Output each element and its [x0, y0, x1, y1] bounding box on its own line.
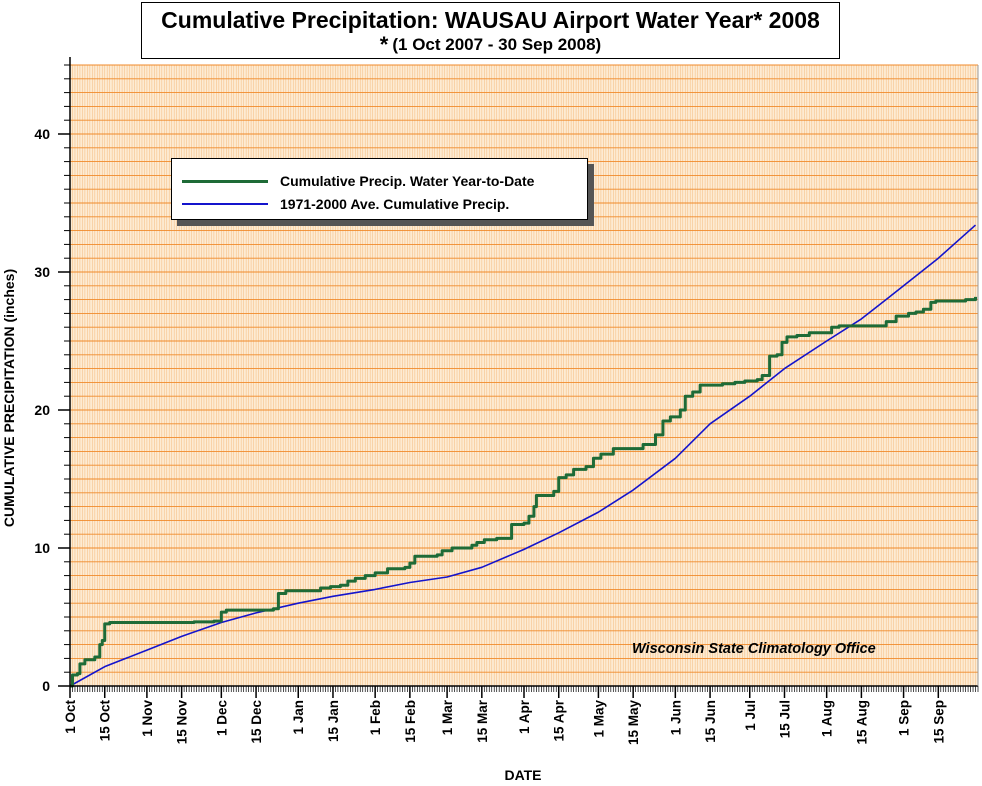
legend-item-normal: 1971-2000 Ave. Cumulative Precip. [182, 194, 509, 214]
x-tick-label: 15 Sep [931, 700, 946, 744]
legend-swatch-observed [182, 179, 268, 183]
y-tick-label: 40 [34, 126, 50, 142]
x-tick-label: 15 Jun [703, 700, 718, 743]
credit-text: Wisconsin State Climatology Office [632, 641, 876, 657]
x-tick-label: 15 Dec [249, 700, 264, 744]
observed-precip-line [70, 296, 978, 688]
y-axis-ticks: 0 10 20 30 40 [34, 126, 70, 694]
x-tick-label: 15 Nov [175, 700, 190, 745]
legend-label-observed: Cumulative Precip. Water Year-to-Date [280, 173, 535, 189]
y-tick-label: 30 [34, 264, 50, 280]
x-tick-label: 15 May [626, 700, 641, 746]
x-tick-label: 1 Apr [517, 699, 532, 734]
chart-title-box: Cumulative Precipitation: WAUSAU Airport… [141, 2, 840, 59]
x-tick-label: 15 Aug [854, 700, 869, 745]
x-tick-label: 1 Jun [668, 700, 683, 735]
legend: Cumulative Precip. Water Year-to-Date 19… [171, 158, 588, 220]
x-tick-label: 1 Dec [214, 700, 229, 737]
y-tick-label: 20 [34, 402, 50, 418]
legend-item-observed: Cumulative Precip. Water Year-to-Date [182, 171, 534, 191]
x-tick-label: 15 Feb [403, 700, 418, 743]
chart-title: Cumulative Precipitation: WAUSAU Airport… [161, 7, 820, 33]
x-tick-label: 15 Oct [98, 700, 113, 742]
y-tick-label: 10 [34, 540, 50, 556]
legend-label-normal: 1971-2000 Ave. Cumulative Precip. [280, 196, 510, 212]
x-tick-label: 15 Jan [326, 700, 341, 742]
x-tick-label: 1 Nov [140, 700, 155, 737]
x-tick-label: 1 Oct [63, 699, 78, 733]
legend-swatch-normal [182, 203, 268, 205]
x-tick-label: 1 Sep [897, 700, 912, 736]
x-tick-label: 1 Jan [291, 700, 306, 735]
x-tick-label: 1 Aug [820, 700, 835, 737]
x-tick-label: 15 Mar [475, 699, 490, 743]
x-tick-label: 1 May [591, 700, 606, 738]
data-series [69, 224, 978, 688]
chart-subtitle: * (1 Oct 2007 - 30 Sep 2008) [142, 34, 839, 56]
x-axis-ticks: 1 Oct 15 Oct 1 Nov 15 Nov 1 Dec 15 Dec 1 Jan 15… [63, 686, 946, 745]
y-axis-label: CUMULATIVE PRECIPITATION (inches) [1, 269, 17, 527]
x-axis-label: DATE [504, 767, 541, 783]
x-tick-label: 15 Jul [778, 700, 793, 738]
subtitle-asterisk: * [379, 32, 389, 57]
x-tick-label: 1 Feb [368, 700, 383, 735]
x-tick-label: 1 Jul [743, 700, 758, 731]
y-tick-label: 0 [42, 678, 50, 694]
subtitle-text: (1 Oct 2007 - 30 Sep 2008) [392, 35, 602, 54]
x-tick-label: 1 Mar [440, 699, 455, 735]
x-tick-label: 15 Apr [552, 699, 567, 741]
